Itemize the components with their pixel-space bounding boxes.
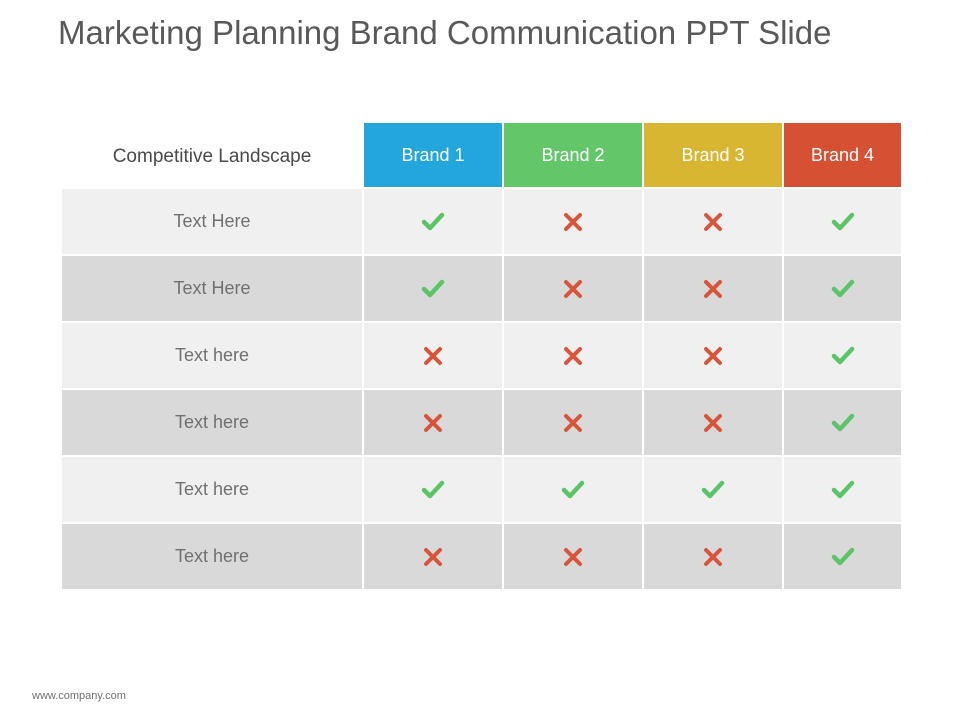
check-icon	[831, 411, 855, 435]
mark-cell-brand-4	[784, 323, 901, 388]
mark-cell-brand-3	[644, 457, 782, 522]
cross-icon	[421, 411, 445, 435]
mark-cell-brand-2	[504, 323, 642, 388]
check-icon	[831, 478, 855, 502]
check-icon	[421, 478, 445, 502]
brand-header-1: Brand 1	[364, 123, 502, 187]
row-label: Text here	[62, 390, 362, 455]
mark-cell-brand-4	[784, 189, 901, 254]
cross-icon	[561, 545, 585, 569]
row-label: Text here	[62, 457, 362, 522]
table-row: Text Here	[62, 189, 901, 254]
mark-cell-brand-1	[364, 189, 502, 254]
table-row: Text here	[62, 390, 901, 455]
brand-header-3: Brand 3	[644, 123, 782, 187]
table-row: Text Here	[62, 256, 901, 321]
check-icon	[421, 277, 445, 301]
row-label: Text Here	[62, 189, 362, 254]
table-row: Text here	[62, 323, 901, 388]
slide-title: Marketing Planning Brand Communication P…	[58, 14, 832, 51]
check-icon	[561, 478, 585, 502]
cross-icon	[561, 344, 585, 368]
check-icon	[421, 210, 445, 234]
mark-cell-brand-3	[644, 524, 782, 589]
corner-label: Competitive Landscape	[62, 123, 362, 187]
mark-cell-brand-1	[364, 323, 502, 388]
check-icon	[831, 277, 855, 301]
mark-cell-brand-1	[364, 390, 502, 455]
cross-icon	[701, 277, 725, 301]
mark-cell-brand-1	[364, 256, 502, 321]
mark-cell-brand-4	[784, 256, 901, 321]
table-row: Text here	[62, 524, 901, 589]
brand-header-4: Brand 4	[784, 123, 901, 187]
mark-cell-brand-3	[644, 390, 782, 455]
cross-icon	[421, 344, 445, 368]
table-body: Text Here Text Here Text here Text here Text…	[62, 189, 901, 589]
mark-cell-brand-4	[784, 524, 901, 589]
mark-cell-brand-3	[644, 323, 782, 388]
mark-cell-brand-3	[644, 256, 782, 321]
brand-header-2: Brand 2	[504, 123, 642, 187]
row-label: Text Here	[62, 256, 362, 321]
cross-icon	[561, 411, 585, 435]
table-row: Text here	[62, 457, 901, 522]
cross-icon	[561, 277, 585, 301]
check-icon	[831, 344, 855, 368]
cross-icon	[701, 210, 725, 234]
cross-icon	[701, 411, 725, 435]
mark-cell-brand-2	[504, 256, 642, 321]
mark-cell-brand-4	[784, 457, 901, 522]
cross-icon	[701, 344, 725, 368]
row-label: Text here	[62, 524, 362, 589]
mark-cell-brand-1	[364, 457, 502, 522]
mark-cell-brand-4	[784, 390, 901, 455]
comparison-table: Competitive Landscape Brand 1 Brand 2 Br…	[62, 123, 901, 591]
mark-cell-brand-2	[504, 457, 642, 522]
check-icon	[701, 478, 725, 502]
mark-cell-brand-3	[644, 189, 782, 254]
cross-icon	[701, 545, 725, 569]
footer-url: www.company.com	[32, 690, 126, 702]
header-row: Competitive Landscape Brand 1 Brand 2 Br…	[62, 123, 901, 187]
mark-cell-brand-2	[504, 524, 642, 589]
mark-cell-brand-2	[504, 390, 642, 455]
cross-icon	[561, 210, 585, 234]
mark-cell-brand-2	[504, 189, 642, 254]
check-icon	[831, 545, 855, 569]
mark-cell-brand-1	[364, 524, 502, 589]
check-icon	[831, 210, 855, 234]
cross-icon	[421, 545, 445, 569]
row-label: Text here	[62, 323, 362, 388]
